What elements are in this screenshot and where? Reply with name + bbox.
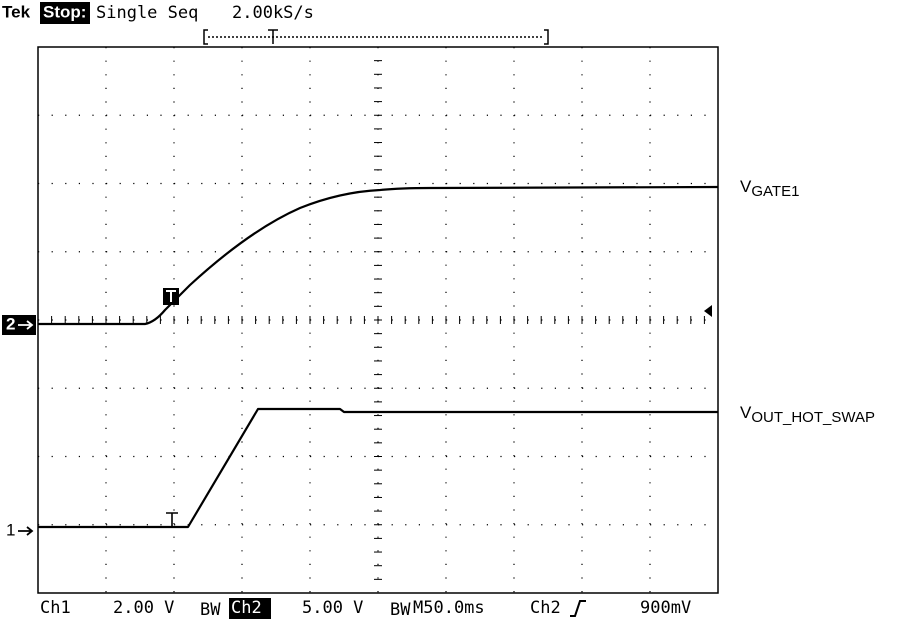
sample-rate: 2.00kS/s	[232, 3, 314, 23]
ch2-trace	[38, 185, 719, 326]
status: Stop:	[43, 2, 86, 21]
trace-label: VOUT_HOT_SWAP	[740, 403, 875, 425]
trigger-slope	[570, 600, 586, 617]
acq-mode: Single Seq	[96, 3, 198, 23]
graticule	[37, 46, 719, 594]
status-box	[40, 2, 90, 24]
ch1-label: Ch1	[40, 598, 71, 618]
ch1-scale: 2.00 V	[113, 598, 174, 618]
ch1-bw: BW	[200, 600, 221, 620]
trigger-source: Ch2	[530, 598, 561, 618]
brand: Tek	[2, 2, 31, 21]
ch2-scale: 5.00 V	[302, 598, 363, 618]
ch2-label: Ch2	[231, 598, 262, 618]
ch1-trace	[38, 407, 718, 529]
record-bar	[203, 29, 549, 45]
trigger-level-arrow	[704, 305, 712, 317]
ch1-marker-arrow	[18, 526, 34, 536]
trigger-marker-t	[166, 290, 176, 302]
ch1-marker: 1	[6, 520, 15, 539]
trigger-level: 900mV	[640, 598, 691, 618]
trace-label: VGATE1	[740, 177, 799, 199]
ch2-label-box	[229, 598, 271, 619]
timebase: M50.0ms	[413, 598, 485, 618]
ch2-marker-arrow	[18, 320, 34, 330]
trigger-marker	[166, 512, 178, 527]
ch2-marker: 2	[6, 314, 15, 333]
ch2-bw: BW	[390, 600, 411, 620]
